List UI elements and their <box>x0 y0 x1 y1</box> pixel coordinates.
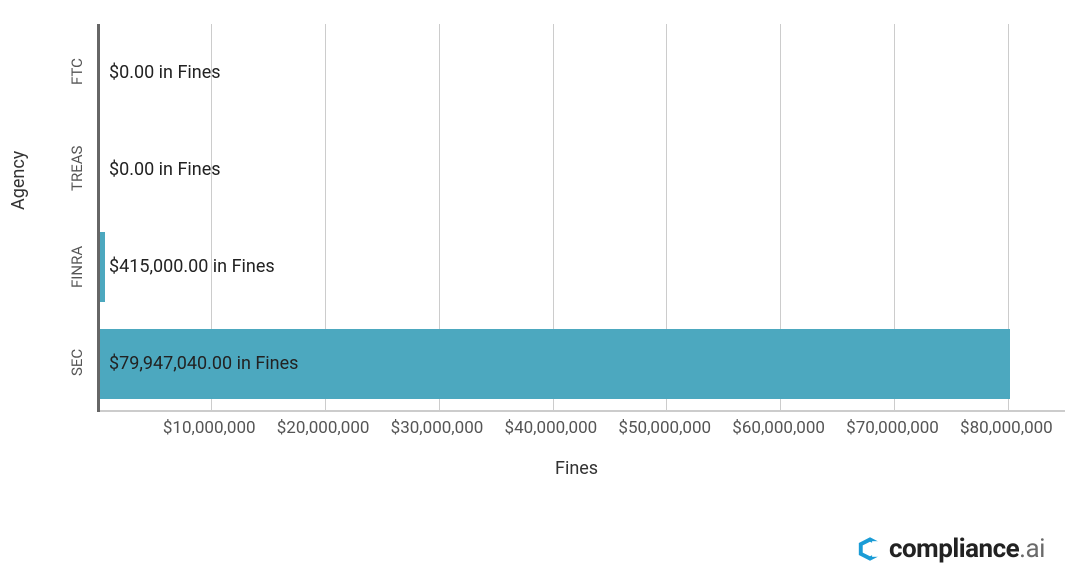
x-tick-label: $50,000,000 <box>618 418 711 438</box>
x-axis-line <box>97 410 1065 412</box>
x-tick-label: $40,000,000 <box>505 418 598 438</box>
fines-by-agency-chart: Agency Fines $10,000,000 $20,000,000 $30,0… <box>0 0 1085 588</box>
x-axis-title: Fines <box>555 458 598 479</box>
x-tick-label: $10,000,000 <box>163 418 256 438</box>
compliance-ai-logo-icon <box>857 536 883 562</box>
y-tick-label: FTC <box>68 58 86 85</box>
x-tick-label: $80,000,000 <box>960 418 1053 438</box>
bar <box>100 232 105 302</box>
y-tick-label: SEC <box>68 349 86 376</box>
bar-value-label: $0.00 in Fines <box>109 159 221 180</box>
y-axis-line <box>97 24 100 412</box>
compliance-ai-logo-text: compliance.ai <box>889 534 1045 564</box>
x-tick-label: $70,000,000 <box>846 418 939 438</box>
bar-value-label: $0.00 in Fines <box>109 62 221 83</box>
bar-value-label: $415,000.00 in Fines <box>109 256 275 277</box>
x-tick-label: $30,000,000 <box>391 418 484 438</box>
y-tick-label: TREAS <box>68 145 86 190</box>
compliance-ai-logo: compliance.ai <box>857 534 1045 564</box>
x-tick-label: $60,000,000 <box>732 418 825 438</box>
bar-value-label: $79,947,040.00 in Fines <box>109 353 298 374</box>
y-axis-title: Agency <box>8 151 29 210</box>
x-tick-label: $20,000,000 <box>277 418 370 438</box>
y-tick-label: FINRA <box>68 245 86 287</box>
